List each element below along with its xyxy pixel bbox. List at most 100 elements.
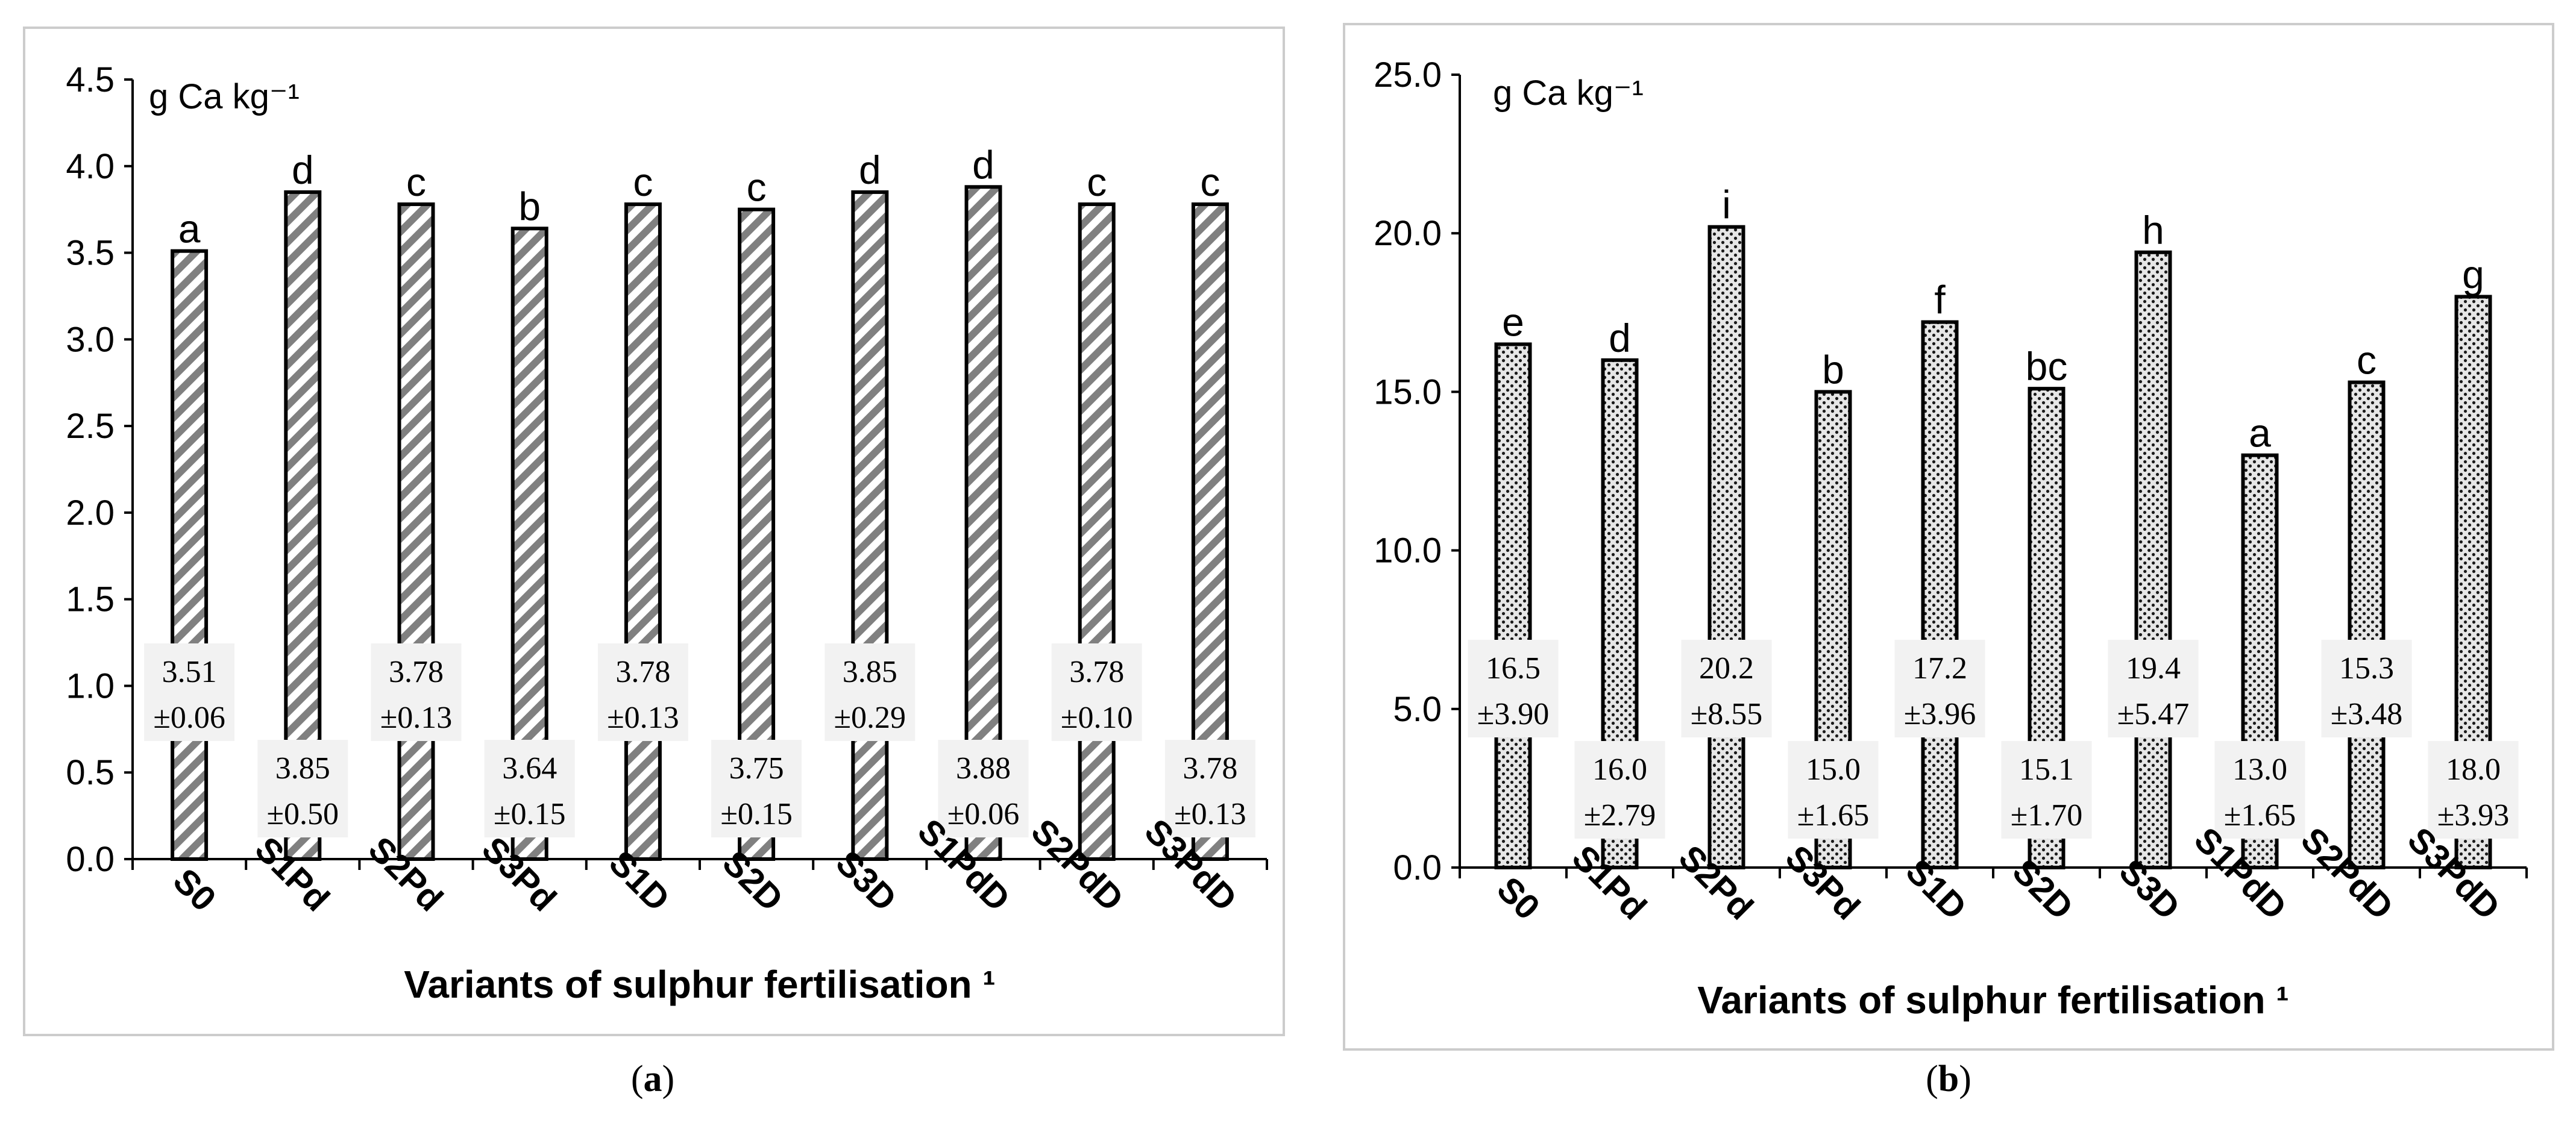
unit-label-b: g Ca kg⁻¹ — [1493, 73, 1644, 113]
y-tick-label-a: 1.0 — [66, 666, 115, 705]
unit-label-a: g Ca kg⁻¹ — [149, 77, 300, 116]
significance-letter-b: c — [2357, 338, 2377, 383]
sd-label-b: ±1.65 — [1797, 798, 1870, 833]
y-tick-label-b: 25.0 — [1374, 55, 1442, 95]
value-label-box-a: 3.78 ±0.13 — [371, 643, 462, 741]
value-label-b: 16.0 — [1592, 752, 1647, 787]
y-tick-label-b: 5.0 — [1393, 690, 1442, 729]
sd-label-a: ±0.13 — [607, 701, 679, 735]
significance-letter-b: g — [2462, 252, 2484, 296]
value-label-bg-a — [1164, 740, 1255, 837]
value-label-box-a: 3.64 ±0.15 — [484, 740, 575, 837]
y-tick-label-a: 0.0 — [66, 840, 115, 879]
value-label-box-b: 19.4 ±5.47 — [2108, 640, 2199, 737]
y-tick-label-a: 3.0 — [66, 320, 115, 359]
value-label-b: 15.3 — [2339, 651, 2394, 686]
sd-label-b: ±3.96 — [1904, 697, 1976, 731]
significance-letter-a: c — [406, 160, 426, 204]
value-label-bg-a — [938, 740, 1029, 837]
value-label-bg-b — [2321, 640, 2412, 737]
significance-letter-b: h — [2142, 208, 2164, 252]
significance-letter-a: c — [1087, 160, 1107, 204]
chart-panel-a: 0.0 0.5 1.0 1.5 2.0 2.5 3.0 3.5 4.0 4.5 g Ca kg⁻¹ a… — [23, 27, 1285, 1036]
bar-b-S1D — [1921, 320, 1959, 870]
sd-label-b: ±3.48 — [2331, 697, 2403, 731]
significance-letter-b: b — [1822, 347, 1844, 392]
x-axis-title-a: Variants of sulphur fertilisation ¹ — [404, 963, 995, 1006]
bar-b-S3D — [2134, 250, 2172, 869]
value-label-bg-b — [2001, 741, 2092, 839]
bar-a-S0 — [171, 249, 209, 861]
y-tick-label-a: 2.5 — [66, 407, 115, 446]
caption-a: (a) — [630, 1059, 675, 1099]
sd-label-b: ±3.93 — [2437, 798, 2510, 833]
value-label-bg-b — [1788, 741, 1879, 839]
value-label-box-b: 20.2 ±8.55 — [1681, 640, 1772, 737]
value-label-bg-b — [2428, 741, 2519, 839]
value-label-box-a: 3.88 ±0.06 — [938, 740, 1029, 837]
significance-letter-b: a — [2249, 411, 2271, 455]
bar-a-S2Pd — [397, 202, 435, 861]
value-label-b: 16.5 — [1486, 651, 1541, 686]
value-label-box-b: 13.0 ±1.65 — [2214, 741, 2305, 839]
value-label-box-a: 3.78 ±0.13 — [597, 643, 688, 741]
bar-b-S2PdD — [2348, 380, 2386, 869]
value-label-a: 3.88 — [956, 751, 1011, 786]
value-label-a: 3.51 — [162, 655, 217, 689]
significance-letter-a: d — [859, 148, 881, 192]
value-label-bg-b — [1468, 640, 1559, 737]
value-label-bg-a — [257, 740, 348, 837]
value-label-b: 13.0 — [2232, 752, 2287, 787]
caption-b: (b) — [1926, 1059, 1971, 1099]
chart-panel-b: 0.0 5.0 10.0 15.0 20.0 25.0 g Ca kg⁻¹ e 16.5 ±3.9… — [1343, 23, 2554, 1051]
value-label-box-b: 15.3 ±3.48 — [2321, 640, 2412, 737]
value-label-bg-b — [2214, 741, 2305, 839]
significance-letter-a: b — [518, 184, 541, 228]
value-label-bg-a — [484, 740, 575, 837]
bar-b-S2Pd — [1707, 225, 1745, 869]
significance-letter-a: d — [972, 142, 994, 187]
value-label-box-b: 17.2 ±3.96 — [1894, 640, 1985, 737]
value-label-b: 18.0 — [2446, 752, 2501, 787]
category-label-a: S0 — [166, 861, 224, 919]
value-label-box-a: 3.78 ±0.13 — [1164, 740, 1255, 837]
significance-letter-b: bc — [2026, 344, 2068, 389]
value-label-bg-b — [1681, 640, 1772, 737]
value-label-box-a: 3.85 ±0.50 — [257, 740, 348, 837]
y-tick-label-b: 20.0 — [1374, 214, 1442, 253]
category-label-b: S0 — [1489, 869, 1547, 927]
bar-a-S2PdD — [1078, 202, 1116, 861]
value-label-a: 3.78 — [615, 655, 670, 689]
value-label-a: 3.75 — [729, 751, 784, 786]
bar-a-S3D — [851, 190, 889, 861]
y-tick-label-a: 4.5 — [66, 60, 115, 99]
value-label-a: 3.78 — [389, 655, 444, 689]
bar-a-S1D — [624, 202, 662, 861]
y-tick-label-a: 2.0 — [66, 493, 115, 533]
value-label-box-b: 15.1 ±1.70 — [2001, 741, 2092, 839]
sd-label-b: ±1.65 — [2224, 798, 2296, 833]
sd-label-b: ±5.47 — [2117, 697, 2190, 731]
chart-a-svg: 0.0 0.5 1.0 1.5 2.0 2.5 3.0 3.5 4.0 4.5 g Ca kg⁻¹ a… — [66, 60, 1268, 1006]
value-label-b: 15.0 — [1806, 752, 1861, 787]
category-label-a: S3D — [828, 843, 904, 919]
sd-label-b: ±3.90 — [1477, 697, 1550, 731]
value-label-box-b: 16.0 ±2.79 — [1574, 741, 1665, 839]
chart-b-svg: 0.0 5.0 10.0 15.0 20.0 25.0 g Ca kg⁻¹ e 16.5 ±3.9… — [1374, 55, 2528, 1022]
y-tick-label-b: 10.0 — [1374, 531, 1442, 571]
value-label-box-a: 3.51 ±0.06 — [144, 643, 235, 741]
value-label-bg-b — [2108, 640, 2199, 737]
value-label-a: 3.85 — [843, 655, 897, 689]
significance-letter-a: d — [292, 148, 314, 192]
significance-letter-b: e — [1502, 299, 1524, 344]
sd-label-a: ±0.06 — [947, 797, 1020, 831]
value-label-box-a: 3.75 ±0.15 — [711, 740, 802, 837]
value-label-b: 19.4 — [2126, 651, 2181, 686]
value-label-bg-b — [1574, 741, 1665, 839]
sd-label-b: ±8.55 — [1691, 697, 1763, 731]
sd-label-a: ±0.10 — [1061, 701, 1133, 735]
value-label-bg-a — [144, 643, 235, 741]
significance-letter-a: c — [1200, 160, 1220, 204]
category-label-b: S3D — [2112, 851, 2188, 927]
x-axis-title-b: Variants of sulphur fertilisation ¹ — [1697, 978, 2289, 1022]
